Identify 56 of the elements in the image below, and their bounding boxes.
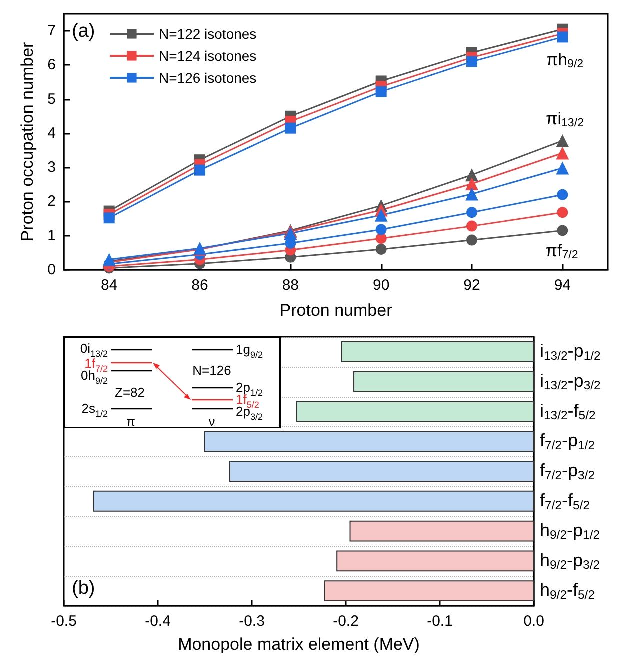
annotation: 2s$_{1/2}$ — [82, 401, 108, 419]
y-axis-title: Proton occupation number — [18, 42, 37, 242]
y-tick-label: 2 — [48, 193, 56, 210]
annotation: Z=82 — [115, 385, 145, 400]
x-tick-label: -0.4 — [145, 613, 171, 630]
annotation: (a) — [72, 21, 96, 42]
point — [466, 177, 478, 190]
point — [557, 189, 568, 200]
point — [557, 225, 568, 236]
point — [104, 212, 115, 224]
x-tick-label: 88 — [282, 277, 300, 294]
point — [556, 162, 570, 175]
point — [285, 122, 296, 134]
x-tick-label: -0.3 — [239, 613, 265, 630]
point — [376, 86, 387, 98]
point — [374, 208, 388, 222]
annotation: N=126 — [192, 363, 232, 378]
legend-label: N=122 isotones — [159, 26, 257, 42]
y-tick-label: 7 — [48, 22, 56, 40]
point — [466, 220, 478, 232]
x-tick-label: -0.5 — [51, 613, 77, 630]
point — [557, 207, 568, 218]
x-tick-label: 92 — [464, 277, 480, 294]
point — [376, 224, 387, 236]
x-tick-label: 0.0 — [524, 613, 544, 630]
y-tick-label: 0 — [48, 262, 56, 278]
point — [556, 134, 570, 148]
annotation: 0i$_{13/2}$ — [80, 341, 108, 359]
x-axis-title: Monopole matrix element (MeV) — [178, 635, 420, 654]
point — [466, 56, 478, 68]
annotation: π — [126, 414, 136, 429]
point — [466, 168, 478, 182]
point — [556, 146, 570, 160]
point — [376, 244, 387, 256]
x-tick-label: 94 — [554, 277, 572, 294]
point — [466, 207, 478, 218]
legend-label: N=124 isotones — [159, 48, 257, 64]
y-tick-label: 4 — [48, 124, 56, 142]
annotation: 1g$_{9/2}$ — [236, 342, 263, 360]
x-tick-label: -0.2 — [333, 613, 359, 630]
point — [466, 188, 478, 201]
x-tick-label: -0.1 — [427, 613, 453, 630]
legend-label: N=126 isotones — [159, 70, 257, 86]
x-tick-label: 86 — [192, 277, 208, 294]
point — [557, 32, 568, 43]
y-tick-label: 3 — [48, 159, 56, 176]
y-tick-label: 6 — [48, 56, 56, 74]
x-axis-title: Proton number — [280, 301, 393, 320]
annotation: (b) — [72, 578, 96, 599]
y-tick-label: 5 — [48, 90, 56, 108]
annotation: ν — [208, 414, 216, 429]
point — [194, 164, 206, 176]
point — [466, 234, 478, 246]
x-tick-label: 90 — [372, 277, 390, 294]
x-tick-label: 84 — [100, 277, 118, 294]
y-tick-label: 1 — [48, 227, 56, 244]
